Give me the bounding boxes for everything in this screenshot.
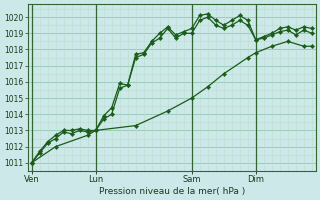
- X-axis label: Pression niveau de la mer( hPa ): Pression niveau de la mer( hPa ): [99, 187, 245, 196]
